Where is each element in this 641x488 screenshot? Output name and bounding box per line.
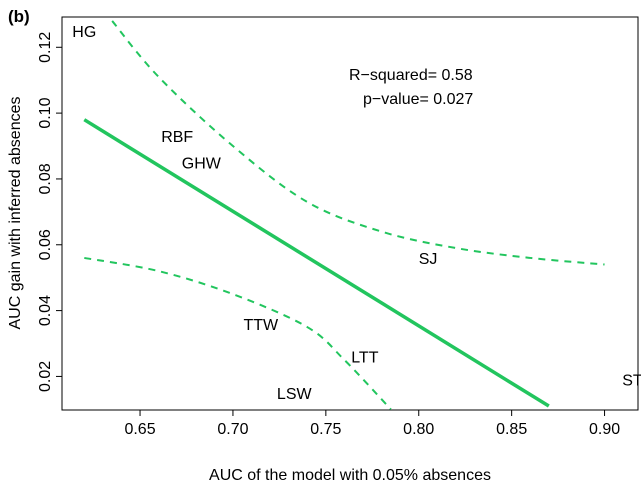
y-tick-label: 0.04 (37, 295, 54, 326)
panel-label: (b) (8, 7, 30, 26)
x-tick-label: 0.80 (403, 421, 434, 438)
point-label-ltt: LTT (351, 350, 378, 367)
point-label-lsw: LSW (277, 386, 313, 403)
confidence-band-upper (111, 20, 605, 266)
y-tick-label: 0.08 (37, 163, 54, 194)
x-tick-label: 0.85 (496, 421, 527, 438)
x-tick-label: 0.70 (217, 421, 248, 438)
y-axis-title: AUC gain with inferred absences (7, 96, 24, 329)
regression-line (83, 118, 550, 408)
regression-line-path (83, 118, 550, 408)
y-tick-label: 0.02 (37, 361, 54, 392)
point-label-ghw: GHW (182, 155, 222, 172)
point-label-rbf: RBF (161, 129, 193, 146)
x-axis-title: AUC of the model with 0.05% absences (209, 467, 491, 484)
confidence-band (84, 20, 605, 411)
point-label-st: ST (622, 373, 641, 390)
point-label-hg: HG (72, 24, 96, 41)
x-tick-label: 0.90 (589, 421, 620, 438)
x-tick-label: 0.75 (310, 421, 341, 438)
x-tick-label: 0.65 (124, 421, 155, 438)
x-axis: 0.65 0.70 0.75 0.80 0.85 0.90 (124, 410, 620, 438)
point-label-ttw: TTW (243, 317, 279, 334)
confidence-band-lower (84, 256, 392, 411)
plot-frame (61, 16, 639, 411)
y-tick-label: 0.12 (37, 32, 54, 63)
point-label-sj: SJ (419, 251, 438, 268)
point-labels: HG RBF GHW SJ TTW LTT LSW ST (72, 24, 641, 403)
p-value-text: p−value= 0.027 (363, 91, 473, 108)
y-tick-label: 0.10 (37, 97, 54, 128)
y-tick-label: 0.06 (37, 229, 54, 260)
r-squared-text: R−squared= 0.58 (349, 67, 473, 84)
y-axis: 0.02 0.04 0.06 0.08 0.10 0.12 (37, 32, 62, 392)
